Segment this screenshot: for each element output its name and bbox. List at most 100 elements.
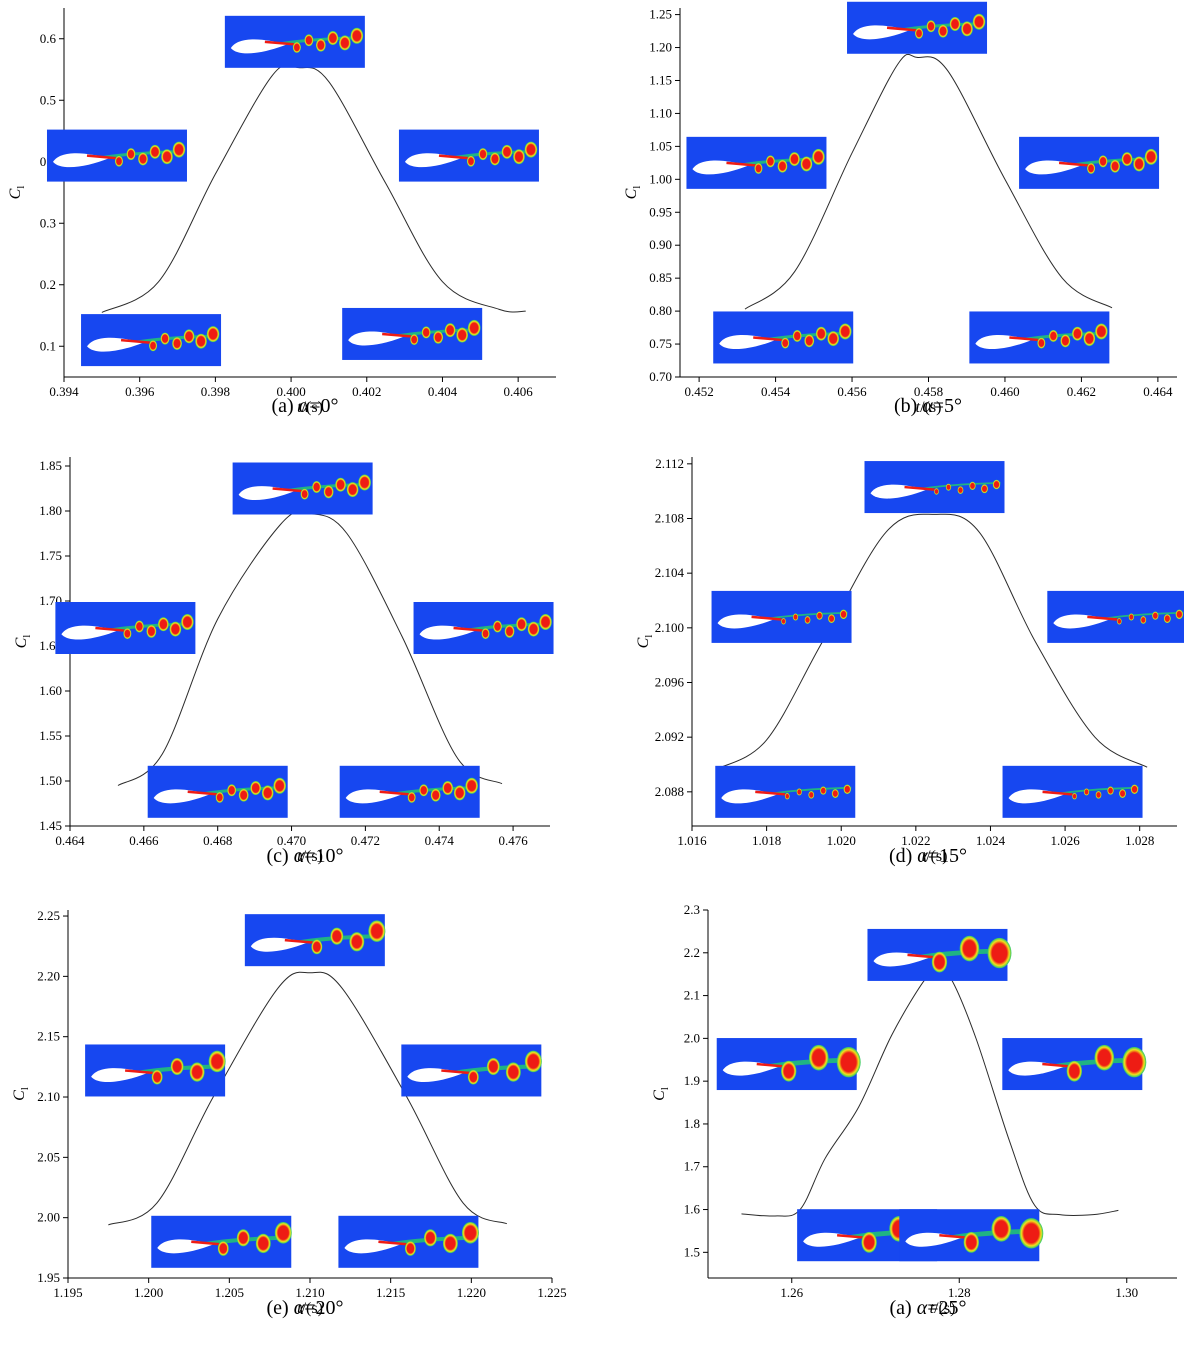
y-tick-label: 2.20 — [37, 968, 60, 983]
panel-caption: (e) α=20° — [267, 1297, 344, 1319]
vortex-blob — [777, 159, 788, 173]
vortex-snapshot-left — [711, 590, 852, 643]
vortex-blob — [350, 27, 364, 44]
vortex-snapshot-left — [686, 136, 827, 189]
y-axis-label: Cl — [11, 1087, 31, 1101]
x-tick-label: 0.472 — [351, 833, 380, 848]
vortex-snapshot-bottom-left — [713, 311, 854, 364]
x-tick-label: 1.205 — [215, 1285, 244, 1300]
x-tick-label: 0.404 — [428, 384, 458, 399]
chart-d: 1.016 1.018 1.020 1.022 1.024 1.026 1.028 2.088… — [635, 456, 1184, 867]
y-tick-label: 1.45 — [39, 818, 62, 833]
vortex-snapshot-top — [847, 1, 988, 54]
vortex-blob — [991, 1215, 1012, 1242]
y-tick-label: 1.15 — [649, 72, 672, 87]
vortex-blob — [442, 781, 454, 796]
y-tick-label: 1.80 — [39, 503, 62, 518]
vortex-blob — [804, 334, 815, 348]
x-tick-label: 1.215 — [376, 1285, 405, 1300]
vortex-blob — [926, 20, 936, 33]
vortex-blob — [410, 334, 419, 346]
vortex-blob — [261, 785, 274, 801]
x-tick-label: 1.026 — [1050, 833, 1080, 848]
vortex-blob — [255, 1233, 271, 1254]
y-tick-label: 1.20 — [649, 40, 672, 55]
y-tick-label: 2.1 — [684, 988, 700, 1003]
vortex-blob — [1095, 323, 1108, 340]
vortex-blob — [123, 628, 132, 640]
x-tick-label: 1.26 — [780, 1285, 803, 1300]
vortex-snapshot-bottom-right — [969, 311, 1110, 364]
vortex-blob — [456, 327, 469, 343]
vortex-blob — [461, 1221, 479, 1244]
vortex-blob — [1019, 1218, 1044, 1249]
vortex-blob — [1116, 618, 1122, 625]
vortex-blob — [804, 616, 811, 624]
y-tick-label: 2.3 — [684, 902, 700, 917]
vortex-blob — [274, 1221, 292, 1244]
x-tick-label: 1.028 — [1125, 833, 1154, 848]
y-tick-label: 0.90 — [649, 237, 672, 252]
vortex-blob — [1175, 609, 1184, 620]
cl-series-line — [717, 513, 1148, 770]
vortex-blob — [527, 621, 540, 637]
vortex-blob — [1060, 334, 1071, 348]
vortex-blob — [816, 611, 823, 620]
y-tick-label: 2.092 — [655, 729, 684, 744]
y-tick-label: 2.088 — [655, 784, 684, 799]
x-tick-label: 1.28 — [948, 1285, 971, 1300]
vortex-snapshot-bottom-right — [899, 1209, 1044, 1262]
x-tick-label: 1.022 — [901, 833, 930, 848]
y-axis-label: Cl — [651, 1087, 671, 1101]
vortex-blob — [784, 792, 790, 800]
vortex-blob — [404, 1241, 416, 1256]
vortex-snapshot-bottom-right — [338, 1215, 479, 1268]
vortex-blob — [1152, 611, 1159, 620]
y-axis-label: Cl — [13, 635, 33, 649]
vortex-snapshot-bottom-right — [1002, 765, 1143, 818]
x-tick-label: 1.220 — [457, 1285, 486, 1300]
vortex-blob — [151, 1069, 163, 1085]
x-tick-label: 0.476 — [498, 833, 528, 848]
y-tick-label: 0.80 — [649, 303, 672, 318]
panel-caption: (d) α=15° — [889, 845, 967, 867]
vortex-blob — [781, 618, 786, 625]
vortex-blob — [972, 13, 986, 30]
vortex-blob — [466, 155, 476, 167]
x-tick-label: 0.470 — [277, 833, 306, 848]
chart-c: 0.464 0.466 0.468 0.470 0.472 0.474 0.476 1.45 1… — [13, 457, 554, 867]
vortex-blob — [430, 788, 441, 802]
x-axis-label: t/(s) — [922, 848, 948, 865]
y-tick-label: 0.85 — [649, 270, 672, 285]
vortex-blob — [1066, 1060, 1083, 1082]
vortex-blob — [250, 781, 262, 796]
vortex-blob — [781, 1060, 797, 1082]
vortex-blob — [160, 332, 170, 345]
y-tick-label: 2.00 — [37, 1210, 60, 1225]
vortex-blob — [1119, 789, 1127, 799]
x-tick-label: 0.462 — [1067, 384, 1096, 399]
vortex-blob — [827, 331, 840, 347]
x-tick-label: 0.466 — [129, 833, 159, 848]
vortex-blob — [227, 784, 237, 797]
x-axis-label: t/(s) — [297, 848, 323, 865]
vortex-blob — [539, 613, 552, 630]
vortex-blob — [206, 326, 220, 343]
vortex-blob — [423, 1229, 437, 1247]
vortex-blob — [1098, 155, 1108, 168]
vortex-snapshot-top — [224, 15, 365, 68]
y-tick-label: 0.1 — [40, 338, 56, 353]
vortex-blob — [524, 141, 538, 158]
x-tick-label: 1.210 — [295, 1285, 324, 1300]
vortex-blob — [181, 613, 194, 630]
vortex-blob — [796, 788, 802, 796]
y-tick-label: 0.6 — [40, 31, 57, 46]
vortex-blob — [189, 1062, 205, 1082]
vortex-blob — [1094, 1044, 1115, 1071]
y-tick-label: 1.7 — [684, 1159, 701, 1174]
y-tick-label: 2.100 — [655, 620, 684, 635]
panel-caption: (a) α=25° — [890, 1297, 967, 1319]
x-tick-label: 1.30 — [1115, 1285, 1138, 1300]
y-tick-label: 1.75 — [39, 548, 62, 563]
